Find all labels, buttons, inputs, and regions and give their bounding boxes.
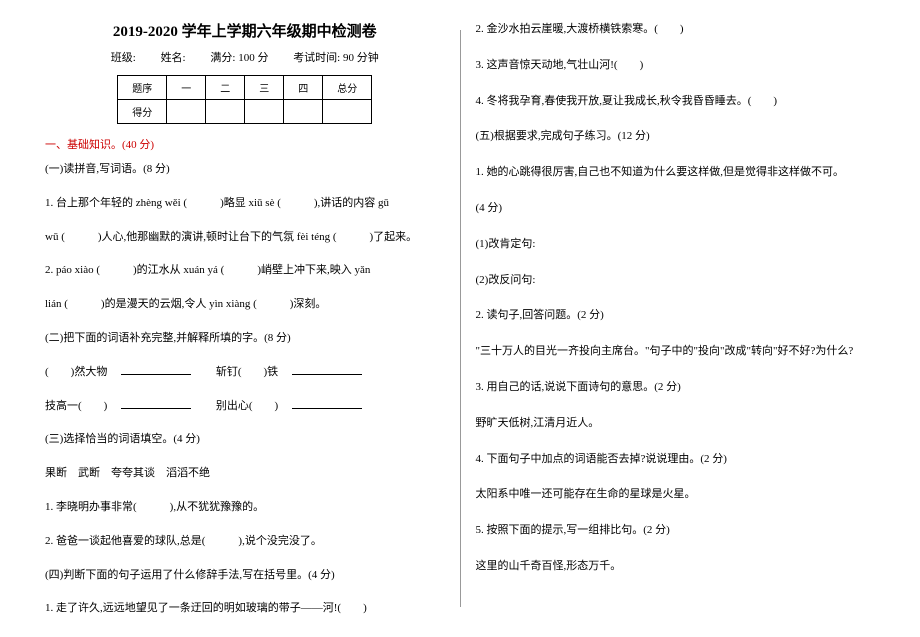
td-blank <box>284 100 323 124</box>
q2-mid2: ( )峭壁上冲下来,映入 <box>221 264 355 276</box>
idiom-1a: ( )然大物 <box>45 366 107 378</box>
q1-mid2: ( ),讲话的内容 <box>277 197 378 209</box>
q1-text: 1. 台上那个年轻的 zhèng wěi ( )略显 xiū sè ( ),讲话… <box>45 194 445 214</box>
q-san-words: 果断 武断 夸夸其谈 滔滔不绝 <box>45 464 445 484</box>
left-column: 2019-2020 学年上学期六年级期中检测卷 班级: 姓名: 满分: 100 … <box>30 20 460 617</box>
r3: 3. 这声音惊天动地,气壮山河!( ) <box>476 56 876 76</box>
q-si-1: 1. 走了许久,远远地望见了一条迂回的明如玻璃的带子——河!( ) <box>45 599 445 619</box>
q2-pre: 2. <box>45 264 56 276</box>
time-label: 考试时间: <box>293 52 340 64</box>
blank-line <box>121 397 191 409</box>
wu-1-b: (2)改反问句: <box>476 271 876 291</box>
pinyin: xuán yá <box>183 264 218 276</box>
th-2: 二 <box>206 76 245 100</box>
pinyin: xiū sè <box>248 197 274 209</box>
wu-2-text: "三十万人的目光一齐投向主席台。"句子中的"投向"改成"转向"好不好?为什么? <box>476 342 876 362</box>
th-total: 总分 <box>323 76 372 100</box>
exam-title: 2019-2020 学年上学期六年级期中检测卷 <box>45 20 445 41</box>
wu-5: 5. 按照下面的提示,写一组排比句。(2 分) <box>476 521 876 541</box>
th-seq: 题序 <box>118 76 167 100</box>
wu-2: 2. 读句子,回答问题。(2 分) <box>476 306 876 326</box>
q2-text: 2. páo xiào ( )的江水从 xuán yá ( )峭壁上冲下来,映入… <box>45 261 445 281</box>
q1-end: ( )了起来。 <box>333 231 417 243</box>
r2: 2. 金沙水拍云崖暖,大渡桥横铁索寒。( ) <box>476 20 876 40</box>
q1-text-2: wū ( )人心,他那幽默的演讲,顿时让台下的气氛 fèi téng ( )了起… <box>45 228 445 248</box>
idiom-1b: 斩钉( )铁 <box>216 366 278 378</box>
score-table: 题序 一 二 三 四 总分 得分 <box>117 75 372 124</box>
q-san-2: 2. 爸爸一谈起他喜爱的球队,总是( ),说个没完没了。 <box>45 532 445 552</box>
q-san-heading: (三)选择恰当的词语填空。(4 分) <box>45 430 445 450</box>
wu-1-a: (1)改肯定句: <box>476 235 876 255</box>
idiom-2b: 别出心( ) <box>216 400 278 412</box>
pinyin: yǎn <box>355 264 371 276</box>
q1-pre: 1. 台上那个年轻的 <box>45 197 136 209</box>
exam-subtitle: 班级: 姓名: 满分: 100 分 考试时间: 90 分钟 <box>45 49 445 65</box>
q-er-line1: ( )然大物 斩钉( )铁 <box>45 363 445 383</box>
wu-1-pts: (4 分) <box>476 199 876 219</box>
r4: 4. 冬将我孕育,春使我开放,夏让我成长,秋令我昏昏睡去。( ) <box>476 92 876 112</box>
td-score-label: 得分 <box>118 100 167 124</box>
td-blank <box>206 100 245 124</box>
wu-1: 1. 她的心跳得很厉害,自己也不知道为什么要这样做,但是觉得非这样做不可。 <box>476 163 876 183</box>
pinyin: fèi téng <box>297 231 330 243</box>
pinyin: lián <box>45 298 62 310</box>
q-er-heading: (二)把下面的词语补充完整,并解释所填的字。(8 分) <box>45 329 445 349</box>
name-label: 姓名: <box>161 52 186 64</box>
q-er-line2: 技高一( ) 别出心( ) <box>45 397 445 417</box>
blank-line <box>121 363 191 375</box>
table-row: 题序 一 二 三 四 总分 <box>118 76 372 100</box>
idiom-2a: 技高一( ) <box>45 400 107 412</box>
td-blank <box>323 100 372 124</box>
q-si-heading: (四)判断下面的句子运用了什么修辞手法,写在括号里。(4 分) <box>45 566 445 586</box>
class-label: 班级: <box>111 52 136 64</box>
page-container: 2019-2020 学年上学期六年级期中检测卷 班级: 姓名: 满分: 100 … <box>0 0 920 637</box>
q2-mid3: ( )的是漫天的云烟,令人 <box>64 298 209 310</box>
q-yi-heading: (一)读拼音,写词语。(8 分) <box>45 160 445 180</box>
pinyin: páo xiào <box>56 264 94 276</box>
pinyin: gū <box>378 197 389 209</box>
q1-mid3: ( )人心,他那幽默的演讲,顿时让台下的气氛 <box>61 231 297 243</box>
wu-5-text: 这里的山千奇百怪,形态万千。 <box>476 557 876 577</box>
pinyin: yìn xiàng <box>209 298 250 310</box>
blank-line <box>292 363 362 375</box>
section-1-title: 一、基础知识。(40 分) <box>45 136 445 152</box>
blank-line <box>292 397 362 409</box>
th-1: 一 <box>167 76 206 100</box>
q2-end: ( )深刻。 <box>253 298 326 310</box>
wu-3: 3. 用自己的话,说说下面诗句的意思。(2 分) <box>476 378 876 398</box>
q2-mid1: ( )的江水从 <box>96 264 183 276</box>
pinyin: wū <box>45 231 58 243</box>
fullscore-label: 满分: <box>210 52 235 64</box>
fullscore-value: 100 分 <box>238 52 268 64</box>
th-4: 四 <box>284 76 323 100</box>
wu-4-text: 太阳系中唯一还可能存在生命的星球是火星。 <box>476 485 876 505</box>
th-3: 三 <box>245 76 284 100</box>
time-value: 90 分钟 <box>343 52 379 64</box>
q1-mid1: ( )略显 <box>183 197 248 209</box>
right-column: 2. 金沙水拍云崖暖,大渡桥横铁索寒。( ) 3. 这声音惊天动地,气壮山河!(… <box>461 20 891 617</box>
wu-3-text: 野旷天低树,江清月近人。 <box>476 414 876 434</box>
table-row: 得分 <box>118 100 372 124</box>
pinyin: zhèng wěi <box>136 197 181 209</box>
td-blank <box>245 100 284 124</box>
wu-4: 4. 下面句子中加点的词语能否去掉?说说理由。(2 分) <box>476 450 876 470</box>
td-blank <box>167 100 206 124</box>
q-wu-heading: (五)根据要求,完成句子练习。(12 分) <box>476 127 876 147</box>
q-san-1: 1. 李晓明办事非常( ),从不犹犹豫豫的。 <box>45 498 445 518</box>
q2-text-2: lián ( )的是漫天的云烟,令人 yìn xiàng ( )深刻。 <box>45 295 445 315</box>
